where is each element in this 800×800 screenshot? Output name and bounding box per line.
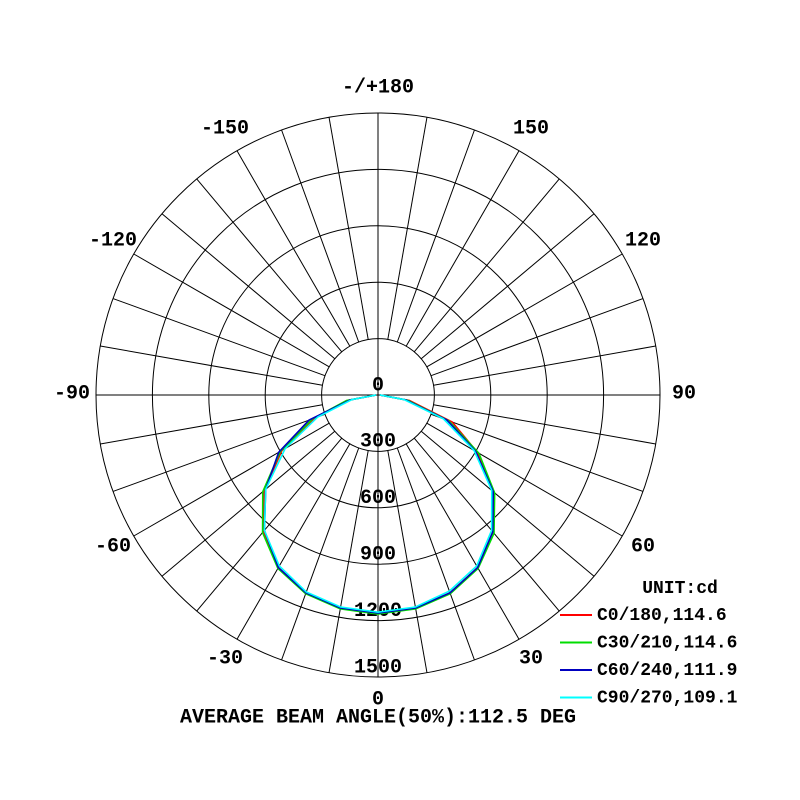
theta-tick-label: 120 — [625, 229, 661, 252]
theta-tick-label: 90 — [672, 382, 696, 405]
theta-tick-label: -120 — [89, 229, 137, 252]
annotation: AVERAGE BEAM ANGLE(50%):112.5 DEG — [180, 706, 576, 729]
spoke-major — [133, 253, 330, 368]
spoke — [396, 129, 475, 343]
legend-label: C0/180,114.6 — [597, 606, 727, 626]
theta-tick-label: 0 — [372, 688, 384, 711]
theta-tick-label: -60 — [95, 535, 131, 558]
spoke — [161, 430, 336, 577]
spoke-major — [405, 150, 520, 347]
spoke-major — [405, 443, 520, 640]
spoke — [396, 447, 475, 661]
theta-tick-label: 150 — [513, 117, 549, 140]
legend-title: UNIT:cd — [642, 579, 718, 599]
spoke — [420, 430, 595, 577]
theta-tick-label: -/+180 — [342, 76, 414, 99]
spoke — [433, 345, 656, 386]
spoke-major — [426, 253, 623, 368]
spoke — [161, 213, 336, 360]
spoke-major — [426, 422, 623, 537]
spoke — [430, 413, 644, 492]
spoke — [281, 447, 360, 661]
spoke — [112, 298, 326, 377]
spoke — [433, 404, 656, 445]
spoke — [281, 129, 360, 343]
spoke — [328, 117, 369, 340]
legend-label: C90/270,109.1 — [597, 688, 738, 708]
series-line — [263, 394, 493, 613]
spoke — [430, 298, 644, 377]
spoke — [413, 178, 560, 353]
r-tick-label: 300 — [360, 431, 396, 454]
theta-tick-label: -30 — [207, 647, 243, 670]
r-tick-label: 900 — [360, 543, 396, 566]
spoke-major — [236, 150, 351, 347]
theta-tick-label: 60 — [631, 535, 655, 558]
theta-tick-label: -90 — [54, 382, 90, 405]
spoke — [100, 345, 323, 386]
spoke — [328, 450, 369, 673]
theta-tick-label: 30 — [519, 647, 543, 670]
spoke — [420, 213, 595, 360]
spoke — [196, 178, 343, 353]
series-line — [263, 394, 495, 614]
legend-label: C60/240,111.9 — [597, 661, 737, 681]
spoke — [387, 117, 428, 340]
spoke — [387, 450, 428, 673]
r-tick-label: 600 — [360, 487, 396, 510]
spoke — [112, 413, 326, 492]
r-tick-label: 0 — [372, 374, 384, 397]
spoke-major — [236, 443, 351, 640]
spoke-major — [133, 422, 330, 537]
r-tick-label: 1500 — [354, 656, 402, 679]
legend-label: C30/210,114.6 — [597, 633, 737, 653]
spoke — [196, 437, 343, 612]
spoke — [413, 437, 560, 612]
spoke — [100, 404, 323, 445]
theta-tick-label: -150 — [201, 117, 249, 140]
